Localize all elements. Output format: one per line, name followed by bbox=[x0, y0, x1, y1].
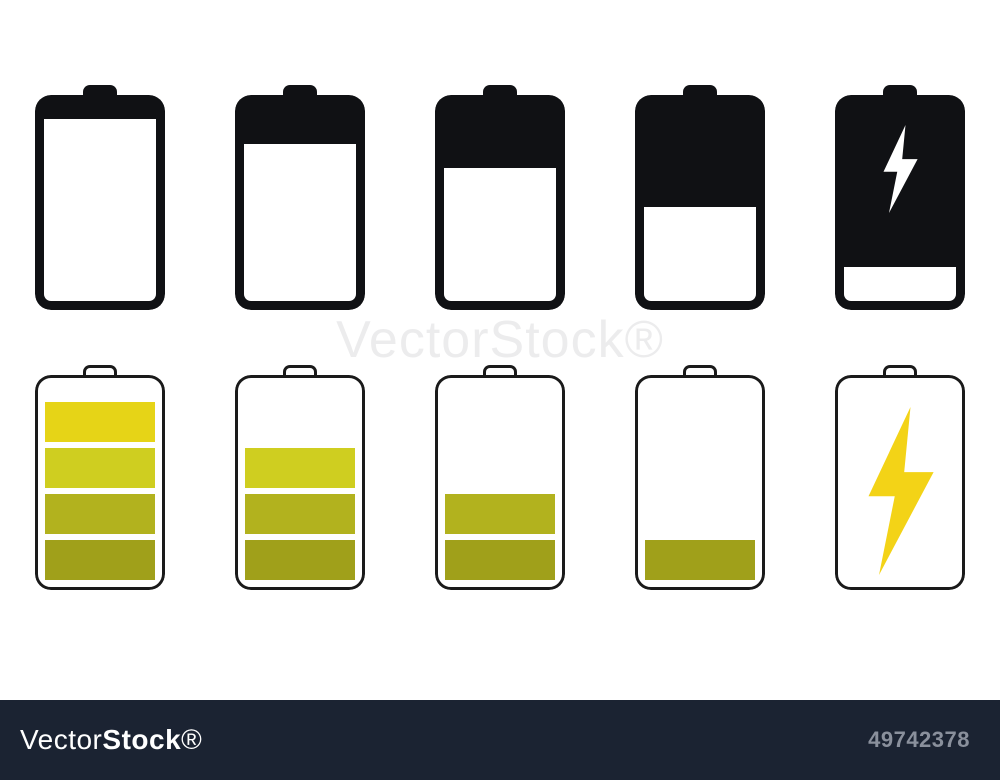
brand-suffix: ® bbox=[181, 724, 202, 755]
battery-body bbox=[35, 95, 165, 310]
battery-bar bbox=[245, 494, 355, 534]
battery-2bars-icon bbox=[435, 365, 565, 590]
battery-empty-icon bbox=[35, 85, 165, 310]
battery-bar bbox=[45, 540, 155, 580]
battery-bar bbox=[245, 540, 355, 580]
battery-empty-region bbox=[635, 207, 765, 310]
battery-40-icon bbox=[435, 85, 565, 310]
battery-charging-yellow-icon bbox=[835, 365, 965, 590]
battery-icon-grid bbox=[0, 85, 1000, 590]
battery-4bars-icon bbox=[35, 365, 165, 590]
battery-bars bbox=[45, 402, 155, 580]
battery-bar bbox=[45, 402, 155, 442]
battery-body bbox=[235, 375, 365, 590]
battery-bar bbox=[245, 448, 355, 488]
lightning-bolt-icon bbox=[848, 407, 953, 580]
image-id: 49742378 bbox=[868, 727, 970, 753]
battery-20-icon bbox=[235, 85, 365, 310]
battery-body bbox=[435, 375, 565, 590]
battery-bars bbox=[645, 540, 755, 580]
battery-fill-cap bbox=[35, 95, 165, 119]
battery-fill-cap bbox=[235, 95, 365, 144]
battery-bars bbox=[245, 448, 355, 580]
battery-body bbox=[635, 95, 765, 310]
battery-body bbox=[635, 375, 765, 590]
battery-bar bbox=[45, 494, 155, 534]
battery-empty-region bbox=[35, 119, 165, 310]
battery-empty-region bbox=[835, 267, 965, 310]
battery-fill-cap bbox=[435, 95, 565, 168]
footer-bar: VectorStock® 49742378 bbox=[0, 700, 1000, 780]
battery-bars bbox=[445, 494, 555, 580]
brand-logo: VectorStock® bbox=[20, 724, 202, 756]
brand-bold: Stock bbox=[102, 724, 181, 755]
battery-body bbox=[435, 95, 565, 310]
battery-empty-region bbox=[235, 144, 365, 310]
battery-empty-region bbox=[435, 168, 565, 310]
battery-charging-black-icon bbox=[835, 85, 965, 310]
battery-body bbox=[835, 375, 965, 590]
battery-bar bbox=[645, 540, 755, 580]
battery-bar bbox=[45, 448, 155, 488]
battery-3bars-icon bbox=[235, 365, 365, 590]
battery-1bar-icon bbox=[635, 365, 765, 590]
battery-bar bbox=[445, 540, 555, 580]
battery-bar bbox=[445, 494, 555, 534]
battery-fill-cap bbox=[635, 95, 765, 207]
icon-canvas: VectorStock® bbox=[0, 0, 1000, 700]
battery-body bbox=[35, 375, 165, 590]
brand-thin: Vector bbox=[20, 724, 102, 755]
lightning-bolt-icon bbox=[873, 125, 928, 218]
battery-body bbox=[235, 95, 365, 310]
battery-60-icon bbox=[635, 85, 765, 310]
battery-body bbox=[835, 95, 965, 310]
